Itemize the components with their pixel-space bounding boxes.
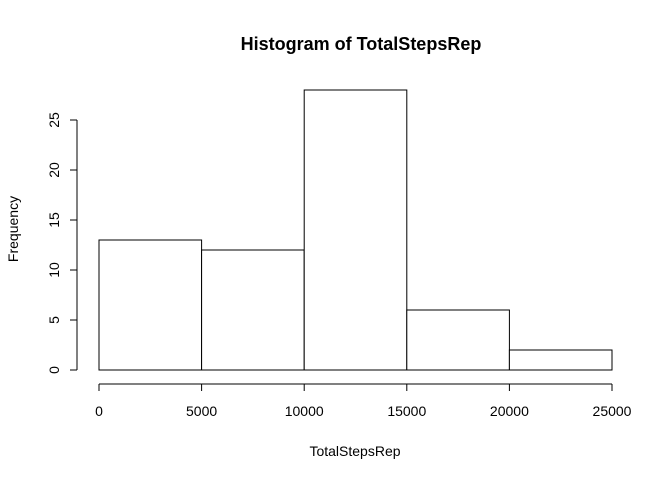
y-tick-label: 5 <box>46 316 62 324</box>
y-tick-label: 20 <box>46 162 62 178</box>
bars-group <box>98 89 613 371</box>
x-axis-title: TotalStepsRep <box>309 443 400 459</box>
x-ticks-group: 0 5000 10000 15000 20000 25000 <box>95 384 632 419</box>
y-ticks-group: 0 5 10 15 20 25 <box>46 112 77 374</box>
x-tick-label: 0 <box>95 403 103 419</box>
histogram-bar-3 <box>303 89 408 371</box>
histogram-bar-2 <box>201 249 305 371</box>
y-tick-label: 25 <box>46 112 62 128</box>
histogram-bar-5 <box>508 349 613 371</box>
y-tick-label: 10 <box>46 262 62 278</box>
x-tick-label: 25000 <box>593 403 632 419</box>
histogram-bar-1 <box>98 239 203 371</box>
chart-title: Histogram of TotalStepsRep <box>241 34 482 54</box>
histogram-bar-4 <box>406 309 510 371</box>
y-tick-label: 15 <box>46 212 62 228</box>
x-tick-label: 20000 <box>490 403 529 419</box>
x-tick-label: 10000 <box>285 403 324 419</box>
x-tick-label: 15000 <box>387 403 426 419</box>
y-axis-title: Frequency <box>5 196 21 262</box>
x-tick-label: 5000 <box>186 403 217 419</box>
y-tick-label: 0 <box>46 366 62 374</box>
